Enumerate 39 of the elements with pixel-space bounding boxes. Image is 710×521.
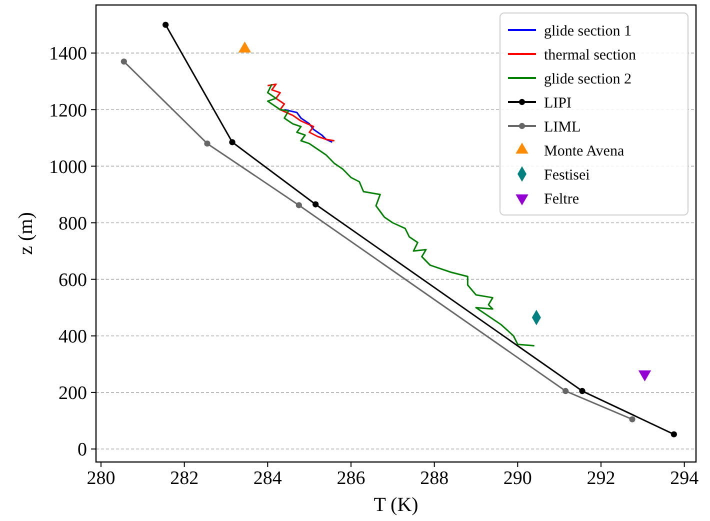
x-tick-label: 284: [253, 468, 282, 489]
x-axis-title: T (K): [374, 494, 418, 516]
y-tick-label: 1000: [49, 156, 87, 178]
x-tick-label: 286: [336, 468, 366, 489]
legend-label: LIML: [544, 119, 581, 136]
y-tick-label: 400: [58, 326, 87, 348]
x-tick-label: 294: [670, 468, 700, 489]
point: [162, 22, 169, 28]
y-tick-label: 200: [58, 383, 87, 404]
legend-label: glide section 2: [544, 71, 632, 88]
point: [562, 388, 569, 394]
y-tick-label: 1200: [49, 100, 87, 122]
x-tick-label: 280: [86, 468, 116, 489]
y-tick-label: 1400: [49, 44, 87, 65]
line-series: [266, 83, 536, 347]
x-tick-label: 292: [586, 468, 616, 489]
y-tick-label: 0: [78, 440, 87, 461]
x-tick-label: 288: [420, 468, 449, 489]
legend-label: Monte Avena: [544, 143, 624, 160]
line-series: [284, 108, 333, 143]
y-tick-label: 800: [58, 213, 87, 234]
legend-label: thermal section: [544, 47, 637, 64]
point: [579, 388, 586, 394]
legend-label: LIPI: [544, 95, 572, 112]
y-tick-label: 600: [58, 270, 87, 291]
x-tick-label: 290: [503, 468, 532, 489]
x-tick-label: 282: [170, 468, 199, 489]
point: [312, 201, 319, 208]
point: [204, 140, 210, 147]
y-axis-title: z (m): [15, 212, 37, 255]
point: [670, 431, 678, 438]
point: [229, 139, 236, 146]
point: [629, 416, 636, 422]
point: [296, 202, 302, 208]
legend-label: glide section 1: [544, 23, 632, 40]
line-series: [266, 83, 336, 142]
point: [120, 58, 128, 65]
legend-label: Festisei: [544, 167, 590, 184]
legend-label: Feltre: [544, 191, 580, 208]
